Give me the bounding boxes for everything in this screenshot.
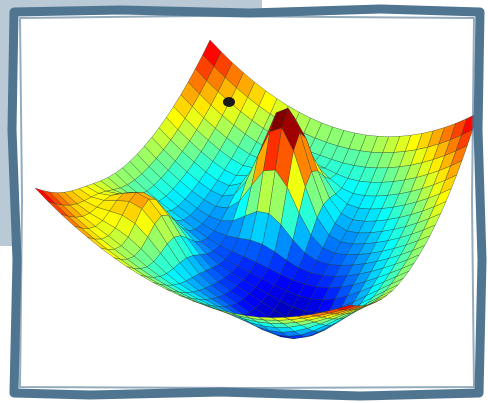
surface-illustration (0, 0, 488, 403)
page: (() => { const data = JSON.parse(documen… (0, 0, 488, 403)
ball (223, 97, 235, 107)
